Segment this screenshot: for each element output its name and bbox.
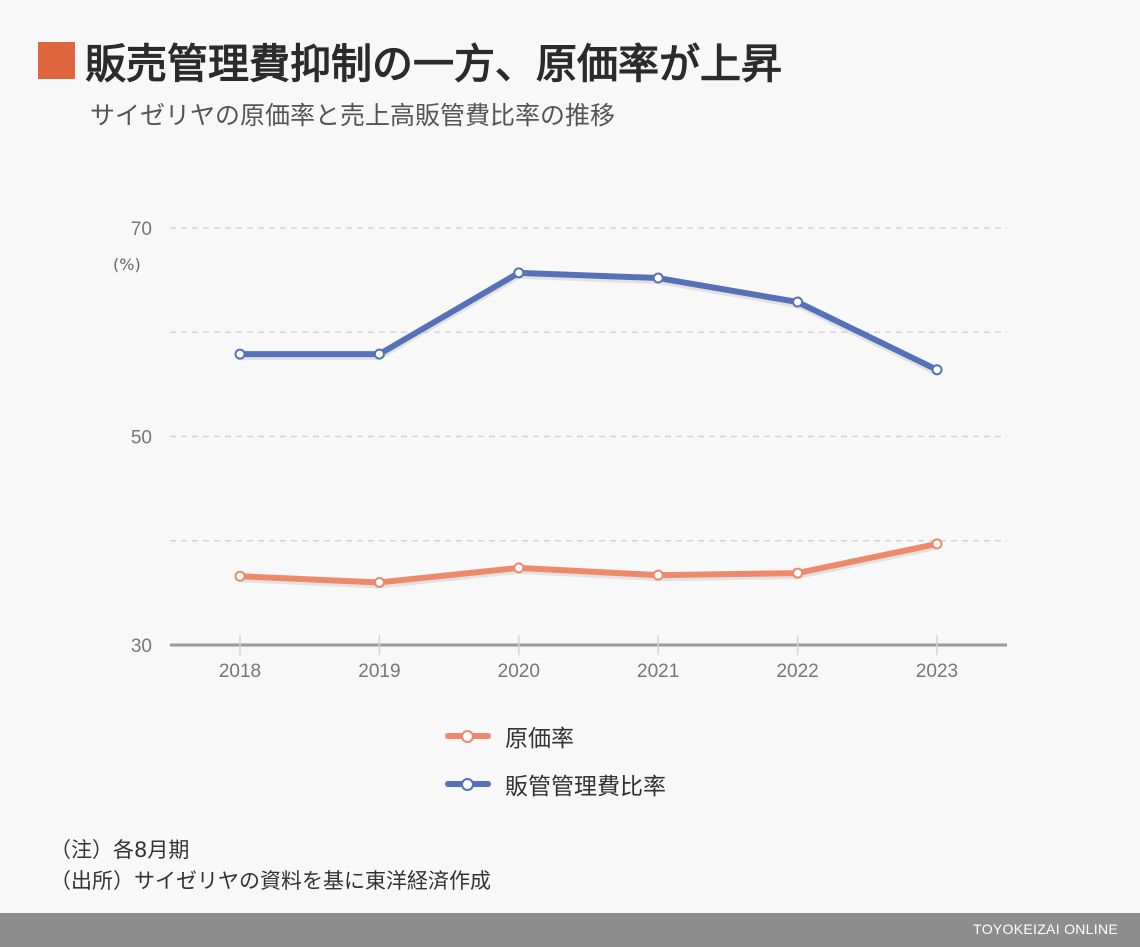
- data-point-sga-ratio-2023: [931, 364, 943, 376]
- x-tick-label-2022: 2022: [776, 661, 818, 682]
- y-tick-label-50: 50: [131, 428, 152, 449]
- x-tick-label-2019: 2019: [358, 661, 400, 682]
- note-period: （注）各8月期: [50, 838, 190, 862]
- x-tick-label-2018: 2018: [219, 661, 261, 682]
- data-point-sga-ratio-2021: [652, 272, 664, 284]
- legend-swatch-sga-ratio: [445, 778, 491, 791]
- x-tick-label-2020: 2020: [498, 661, 540, 682]
- data-point-sga-ratio-2022: [792, 296, 804, 308]
- legend-item-cost-ratio: 原価率: [445, 712, 666, 760]
- title-row: 販売管理費抑制の一方、原価率が上昇: [38, 30, 782, 90]
- data-point-cost-ratio-2019: [373, 576, 385, 588]
- grid-layer: [170, 227, 1007, 542]
- legend-label-sga-ratio: 販管管理費比率: [505, 774, 666, 800]
- x-tick-label-2021: 2021: [637, 661, 679, 682]
- y-unit-label: (%): [113, 255, 141, 274]
- chart-subtitle: サイゼリヤの原価率と売上高販管費比率の推移: [90, 101, 616, 130]
- data-point-cost-ratio-2021: [652, 569, 664, 581]
- data-point-sga-ratio-2020: [513, 267, 525, 279]
- y-tick-label-70: 70: [131, 219, 152, 240]
- data-point-cost-ratio-2018: [234, 570, 246, 582]
- data-point-cost-ratio-2022: [792, 567, 804, 579]
- data-point-sga-ratio-2019: [373, 348, 385, 360]
- legend-item-sga-ratio: 販管管理費比率: [445, 760, 666, 808]
- series-layer: [234, 267, 943, 589]
- data-point-cost-ratio-2023: [931, 538, 943, 550]
- series-line-cost-ratio: [237, 540, 940, 586]
- series-shadow-sga-ratio: [237, 272, 940, 376]
- axis-layer: 30 50 70 (%) 2018 2019 2020 2021 2022 2023: [113, 219, 1007, 682]
- data-point-sga-ratio-2018: [234, 348, 246, 360]
- x-tick-label-2023: 2023: [916, 661, 958, 682]
- legend: 原価率 販管管理費比率: [445, 712, 666, 808]
- legend-swatch-cost-ratio: [445, 730, 491, 743]
- data-point-cost-ratio-2020: [513, 562, 525, 574]
- line-chart: 30 50 70 (%) 2018 2019 2020 2021 2022 2023: [113, 219, 1007, 682]
- y-tick-label-30: 30: [131, 636, 152, 657]
- legend-label-cost-ratio: 原価率: [505, 726, 574, 752]
- chart-title: 販売管理費抑制の一方、原価率が上昇: [85, 40, 782, 88]
- series-line-sga-ratio: [237, 269, 940, 373]
- footer-bar: TOYOKEIZAI ONLINE: [0, 913, 1140, 947]
- note-source: （出所）サイゼリヤの資料を基に東洋経済作成: [50, 869, 491, 893]
- notes: （注）各8月期 （出所）サイゼリヤの資料を基に東洋経済作成: [50, 835, 491, 897]
- title-marker: [38, 41, 75, 79]
- footer-brand: TOYOKEIZAI ONLINE: [973, 921, 1118, 937]
